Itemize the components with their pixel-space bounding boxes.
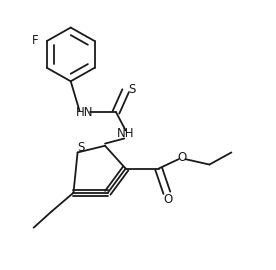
Text: O: O [164, 193, 173, 206]
Text: S: S [128, 83, 135, 96]
Text: F: F [32, 35, 39, 48]
Text: HN: HN [76, 106, 93, 119]
Text: NH: NH [117, 127, 134, 140]
Text: O: O [177, 151, 187, 164]
Text: S: S [78, 141, 85, 154]
